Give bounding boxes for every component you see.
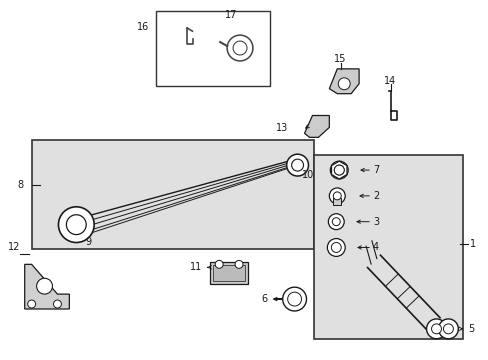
Bar [210, 262, 247, 284]
Bar [314, 155, 462, 339]
Circle shape [59, 207, 94, 243]
Text: 13: 13 [276, 123, 288, 134]
Text: 8: 8 [18, 180, 24, 190]
Bar [32, 140, 314, 249]
Bar [333, 198, 341, 205]
Circle shape [426, 319, 446, 339]
Bar [155, 11, 269, 86]
Circle shape [37, 278, 52, 294]
Circle shape [328, 188, 345, 204]
Circle shape [326, 239, 345, 256]
Text: 16: 16 [136, 22, 148, 32]
Circle shape [53, 300, 61, 308]
Text: 11: 11 [190, 262, 202, 272]
Circle shape [66, 215, 86, 235]
Circle shape [226, 35, 252, 61]
Text: 10: 10 [301, 170, 313, 180]
Circle shape [327, 214, 344, 230]
Circle shape [438, 319, 457, 339]
Text: 6: 6 [261, 294, 267, 304]
Text: 4: 4 [372, 243, 378, 252]
Text: 15: 15 [334, 54, 346, 64]
Circle shape [334, 165, 344, 175]
Circle shape [431, 324, 441, 334]
Text: 5: 5 [468, 324, 473, 334]
Circle shape [235, 260, 243, 268]
Text: 12: 12 [8, 243, 20, 252]
Text: 1: 1 [469, 239, 475, 249]
Text: 2: 2 [372, 191, 379, 201]
Circle shape [331, 243, 341, 252]
Text: 14: 14 [383, 76, 395, 86]
Text: 9: 9 [85, 237, 91, 247]
Polygon shape [25, 264, 69, 309]
Text: 7: 7 [372, 165, 379, 175]
Text: 17: 17 [224, 10, 237, 20]
Circle shape [330, 161, 347, 179]
Circle shape [291, 159, 303, 171]
Polygon shape [328, 69, 358, 94]
Circle shape [215, 260, 223, 268]
Circle shape [338, 78, 349, 90]
Circle shape [28, 300, 36, 308]
Circle shape [334, 165, 344, 175]
Bar [213, 265, 244, 281]
Text: 3: 3 [372, 217, 378, 227]
Polygon shape [304, 116, 328, 137]
Circle shape [333, 192, 341, 200]
Circle shape [443, 324, 452, 334]
Circle shape [287, 292, 301, 306]
Circle shape [332, 218, 340, 226]
Circle shape [233, 41, 246, 55]
Circle shape [286, 154, 308, 176]
Circle shape [282, 287, 306, 311]
